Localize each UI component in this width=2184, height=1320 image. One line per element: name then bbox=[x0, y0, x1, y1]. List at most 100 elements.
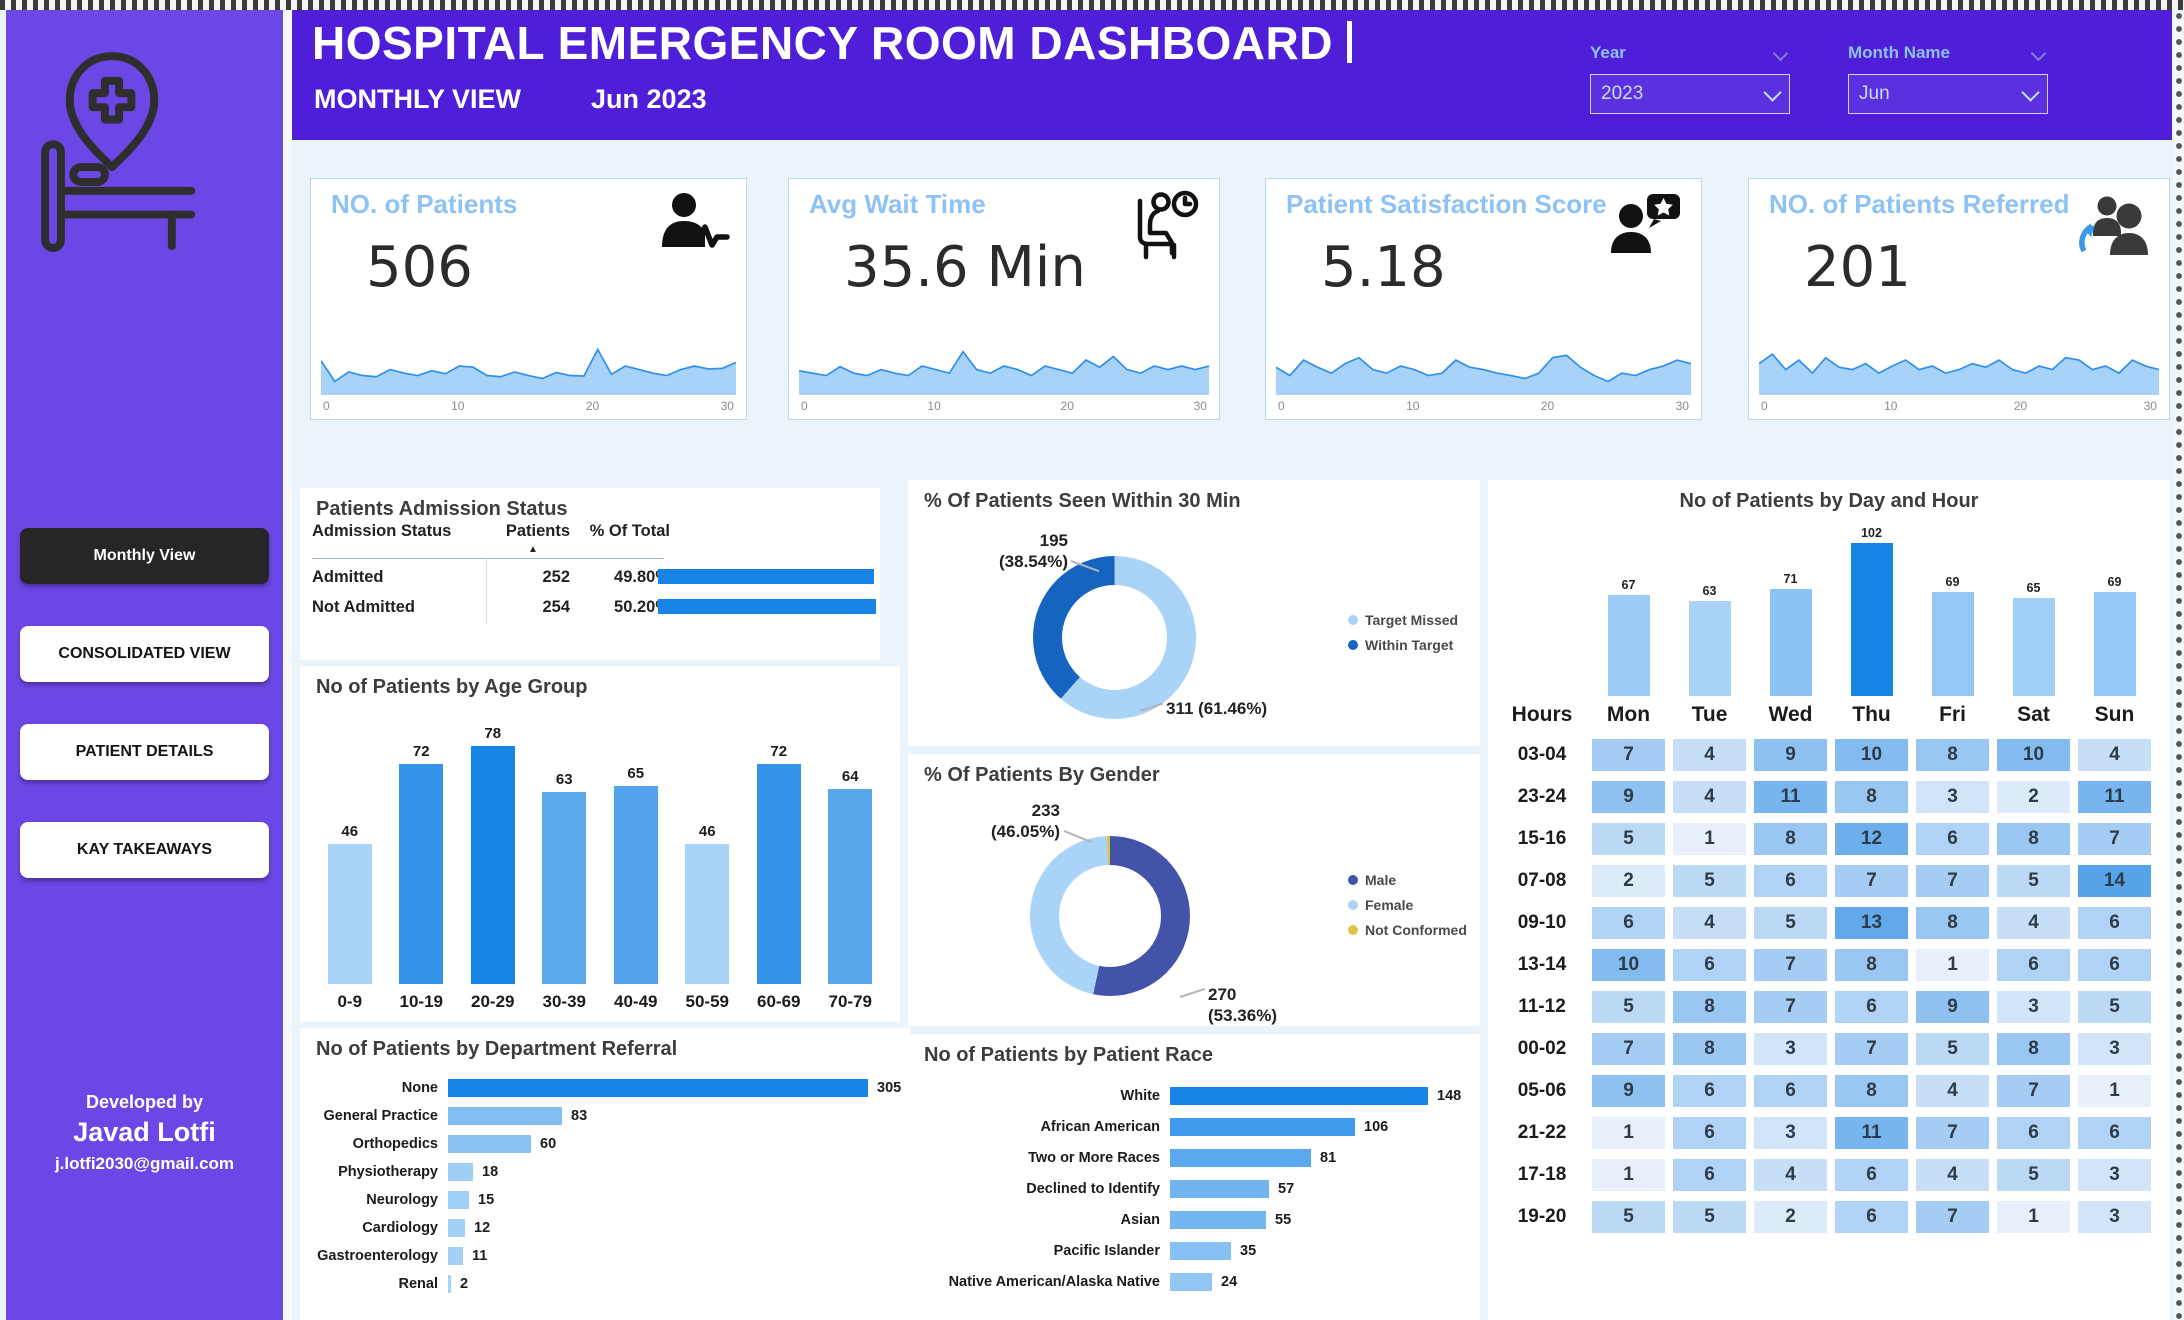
bar-30-39[interactable] bbox=[542, 792, 587, 984]
bar-10-19[interactable] bbox=[399, 764, 444, 984]
bar-neurology[interactable] bbox=[448, 1191, 469, 1209]
heatmap-cell-05-06-sun[interactable]: 1 bbox=[2078, 1075, 2151, 1107]
heatmap-cell-15-16-thu[interactable]: 12 bbox=[1835, 823, 1908, 855]
heatmap-cell-23-24-fri[interactable]: 3 bbox=[1916, 781, 1989, 813]
heatmap-cell-05-06-thu[interactable]: 8 bbox=[1835, 1075, 1908, 1107]
heatmap-cell-13-14-thu[interactable]: 8 bbox=[1835, 949, 1908, 981]
column-header[interactable]: Admission Status bbox=[312, 522, 452, 540]
bar-cardiology[interactable] bbox=[448, 1219, 465, 1237]
day-column-header-fri[interactable]: Fri bbox=[1939, 703, 1966, 726]
bar-sun[interactable] bbox=[2093, 592, 2136, 696]
heatmap-cell-09-10-sun[interactable]: 6 bbox=[2078, 907, 2151, 939]
bar-african-american[interactable] bbox=[1170, 1117, 1355, 1136]
heatmap-cell-05-06-tue[interactable]: 6 bbox=[1673, 1075, 1746, 1107]
sidebar-item-monthly-view[interactable]: Monthly View bbox=[20, 528, 269, 584]
bar-physiotherapy[interactable] bbox=[448, 1163, 473, 1181]
heatmap-cell-21-22-thu[interactable]: 11 bbox=[1835, 1117, 1908, 1149]
sidebar-item-kay-takeaways[interactable]: KAY TAKEAWAYS bbox=[20, 822, 269, 878]
legend-item-female[interactable]: Female bbox=[1348, 897, 1467, 913]
heatmap-cell-17-18-thu[interactable]: 6 bbox=[1835, 1159, 1908, 1191]
bar-thu[interactable] bbox=[1850, 543, 1893, 696]
heatmap-cell-21-22-sat[interactable]: 6 bbox=[1997, 1117, 2070, 1149]
heatmap-cell-19-20-fri[interactable]: 7 bbox=[1916, 1201, 1989, 1233]
heatmap-cell-03-04-fri[interactable]: 8 bbox=[1916, 739, 1989, 771]
heatmap-cell-11-12-thu[interactable]: 6 bbox=[1835, 991, 1908, 1023]
bar-orthopedics[interactable] bbox=[448, 1135, 531, 1153]
sidebar-item-patient-details[interactable]: PATIENT DETAILS bbox=[20, 724, 269, 780]
heatmap-cell-23-24-sun[interactable]: 11 bbox=[2078, 781, 2151, 813]
heatmap-cell-00-02-tue[interactable]: 8 bbox=[1673, 1033, 1746, 1065]
heatmap-cell-09-10-thu[interactable]: 13 bbox=[1835, 907, 1908, 939]
heatmap-cell-07-08-wed[interactable]: 6 bbox=[1754, 865, 1827, 897]
bar-tue[interactable] bbox=[1688, 601, 1731, 696]
heatmap-cell-17-18-fri[interactable]: 4 bbox=[1916, 1159, 1989, 1191]
heatmap-cell-13-14-sun[interactable]: 6 bbox=[2078, 949, 2151, 981]
heatmap-cell-07-08-sat[interactable]: 5 bbox=[1997, 865, 2070, 897]
bar-native-american-alaska-native[interactable] bbox=[1170, 1272, 1212, 1291]
bar-mon[interactable] bbox=[1607, 595, 1650, 696]
year-dropdown[interactable]: 2023 bbox=[1590, 74, 1790, 114]
table-row[interactable]: Not Admitted 254 50.20% bbox=[312, 598, 670, 617]
heatmap-cell-13-14-sat[interactable]: 6 bbox=[1997, 949, 2070, 981]
heatmap-cell-21-22-mon[interactable]: 1 bbox=[1592, 1117, 1665, 1149]
heatmap-cell-19-20-mon[interactable]: 5 bbox=[1592, 1201, 1665, 1233]
heatmap-cell-09-10-wed[interactable]: 5 bbox=[1754, 907, 1827, 939]
legend-item-within-target[interactable]: Within Target bbox=[1348, 637, 1458, 653]
legend-item-target-missed[interactable]: Target Missed bbox=[1348, 612, 1458, 628]
table-row[interactable]: Admitted 252 49.80% bbox=[312, 568, 670, 587]
heatmap-cell-13-14-fri[interactable]: 1 bbox=[1916, 949, 1989, 981]
heatmap-cell-15-16-wed[interactable]: 8 bbox=[1754, 823, 1827, 855]
heatmap-cell-17-18-wed[interactable]: 4 bbox=[1754, 1159, 1827, 1191]
legend-item-not-conformed[interactable]: Not Conformed bbox=[1348, 922, 1467, 938]
heatmap-cell-03-04-thu[interactable]: 10 bbox=[1835, 739, 1908, 771]
bar-none[interactable] bbox=[448, 1079, 868, 1097]
sparkline-chart[interactable] bbox=[1759, 329, 2159, 395]
day-column-header-tue[interactable]: Tue bbox=[1691, 703, 1728, 726]
heatmap-cell-17-18-tue[interactable]: 6 bbox=[1673, 1159, 1746, 1191]
bar-fri[interactable] bbox=[1931, 592, 1974, 696]
heatmap-cell-00-02-sat[interactable]: 8 bbox=[1997, 1033, 2070, 1065]
bar-0-9[interactable] bbox=[327, 844, 372, 984]
heatmap-cell-07-08-fri[interactable]: 7 bbox=[1916, 865, 1989, 897]
heatmap-cell-03-04-wed[interactable]: 9 bbox=[1754, 739, 1827, 771]
heatmap-cell-00-02-fri[interactable]: 5 bbox=[1916, 1033, 1989, 1065]
heatmap-cell-19-20-sat[interactable]: 1 bbox=[1997, 1201, 2070, 1233]
heatmap-cell-03-04-mon[interactable]: 7 bbox=[1592, 739, 1665, 771]
bar-white[interactable] bbox=[1170, 1086, 1428, 1105]
heatmap-cell-13-14-mon[interactable]: 10 bbox=[1592, 949, 1665, 981]
heatmap-cell-13-14-tue[interactable]: 6 bbox=[1673, 949, 1746, 981]
heatmap-cell-13-14-wed[interactable]: 7 bbox=[1754, 949, 1827, 981]
heatmap-cell-00-02-wed[interactable]: 3 bbox=[1754, 1033, 1827, 1065]
bar-70-79[interactable] bbox=[828, 789, 873, 984]
heatmap-cell-00-02-thu[interactable]: 7 bbox=[1835, 1033, 1908, 1065]
bar-20-29[interactable] bbox=[470, 746, 515, 984]
heatmap-cell-19-20-wed[interactable]: 2 bbox=[1754, 1201, 1827, 1233]
heatmap-cell-03-04-sun[interactable]: 4 bbox=[2078, 739, 2151, 771]
heatmap-cell-07-08-mon[interactable]: 2 bbox=[1592, 865, 1665, 897]
bar-50-59[interactable] bbox=[685, 844, 730, 984]
heatmap-cell-23-24-mon[interactable]: 9 bbox=[1592, 781, 1665, 813]
bar-general-practice[interactable] bbox=[448, 1107, 562, 1125]
heatmap-cell-19-20-thu[interactable]: 6 bbox=[1835, 1201, 1908, 1233]
heatmap-cell-00-02-sun[interactable]: 3 bbox=[2078, 1033, 2151, 1065]
sidebar-item-consolidated-view[interactable]: CONSOLIDATED VIEW bbox=[20, 626, 269, 682]
heatmap-cell-15-16-sat[interactable]: 8 bbox=[1997, 823, 2070, 855]
heatmap-cell-09-10-fri[interactable]: 8 bbox=[1916, 907, 1989, 939]
day-column-header-sun[interactable]: Sun bbox=[2094, 703, 2135, 726]
sparkline-chart[interactable] bbox=[799, 329, 1209, 395]
heatmap-cell-15-16-sun[interactable]: 7 bbox=[2078, 823, 2151, 855]
table-data-bar[interactable] bbox=[658, 599, 876, 614]
table-data-bar[interactable] bbox=[658, 569, 874, 584]
heatmap-cell-17-18-sat[interactable]: 5 bbox=[1997, 1159, 2070, 1191]
heatmap-cell-07-08-thu[interactable]: 7 bbox=[1835, 865, 1908, 897]
bar-two-or-more-races[interactable] bbox=[1170, 1148, 1311, 1167]
bar-gastroenterology[interactable] bbox=[448, 1247, 463, 1265]
heatmap-cell-11-12-sat[interactable]: 3 bbox=[1997, 991, 2070, 1023]
heatmap-cell-15-16-tue[interactable]: 1 bbox=[1673, 823, 1746, 855]
heatmap-cell-05-06-fri[interactable]: 4 bbox=[1916, 1075, 1989, 1107]
heatmap-cell-11-12-tue[interactable]: 8 bbox=[1673, 991, 1746, 1023]
sort-ascending-icon[interactable]: ▲ bbox=[528, 544, 538, 555]
heatmap-cell-23-24-sat[interactable]: 2 bbox=[1997, 781, 2070, 813]
month-dropdown[interactable]: Jun bbox=[1848, 74, 2048, 114]
heatmap-cell-15-16-mon[interactable]: 5 bbox=[1592, 823, 1665, 855]
